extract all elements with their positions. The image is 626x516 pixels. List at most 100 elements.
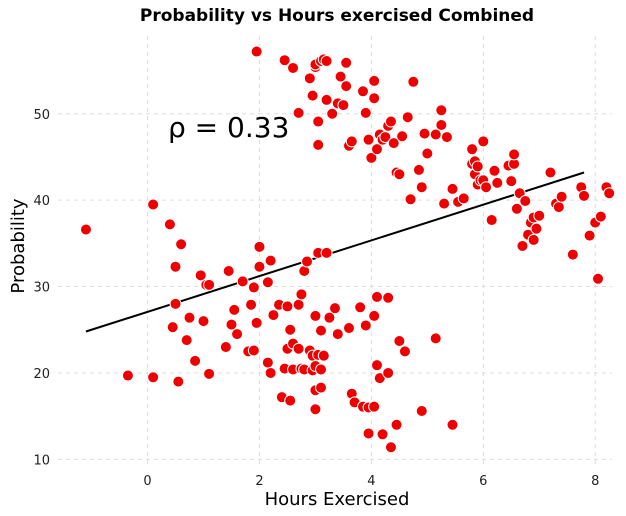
data-point-10 xyxy=(180,334,193,347)
data-point-77 xyxy=(368,400,381,413)
data-point-30 xyxy=(253,240,266,253)
data-point-9 xyxy=(175,238,188,251)
data-point-111 xyxy=(340,56,353,69)
data-point-113 xyxy=(345,135,358,148)
data-point-125 xyxy=(384,115,397,128)
data-point-74 xyxy=(359,319,372,332)
data-point-174 xyxy=(552,201,565,214)
x-tick-label-4: 8 xyxy=(591,474,599,489)
data-point-91 xyxy=(446,418,459,431)
points-layer xyxy=(79,45,616,454)
data-point-13 xyxy=(194,269,207,282)
data-point-14 xyxy=(197,315,210,328)
data-point-1 xyxy=(121,369,134,382)
data-point-170 xyxy=(530,222,543,235)
data-point-33 xyxy=(264,366,277,379)
data-point-29 xyxy=(253,260,266,273)
data-point-18 xyxy=(219,341,232,354)
data-point-80 xyxy=(370,359,383,372)
data-point-7 xyxy=(169,260,182,273)
data-point-75 xyxy=(362,427,375,440)
data-point-114 xyxy=(356,85,369,98)
data-point-176 xyxy=(566,248,579,261)
data-point-184 xyxy=(603,187,616,200)
data-point-22 xyxy=(231,328,244,341)
data-point-79 xyxy=(370,290,383,303)
data-point-65 xyxy=(320,246,333,259)
data-point-159 xyxy=(505,175,518,188)
data-point-82 xyxy=(376,428,389,441)
data-point-118 xyxy=(368,92,381,105)
data-point-135 xyxy=(418,127,431,140)
grid-layer xyxy=(58,36,612,468)
data-point-116 xyxy=(362,133,375,146)
data-point-17 xyxy=(203,278,216,291)
x-tick-label-1: 2 xyxy=(255,474,263,489)
data-point-90 xyxy=(429,332,442,345)
data-point-128 xyxy=(393,168,406,181)
data-point-66 xyxy=(323,311,336,324)
data-point-51 xyxy=(301,255,314,268)
data-point-100 xyxy=(312,115,325,128)
data-point-132 xyxy=(407,75,420,88)
data-point-115 xyxy=(359,106,372,119)
data-point-63 xyxy=(315,324,328,337)
data-point-101 xyxy=(312,138,325,151)
trendline xyxy=(85,171,585,333)
data-point-46 xyxy=(292,298,305,311)
data-point-169 xyxy=(527,233,540,246)
data-point-93 xyxy=(278,54,291,67)
data-point-20 xyxy=(225,318,238,331)
data-point-171 xyxy=(533,209,546,222)
data-point-41 xyxy=(284,394,297,407)
y-tick-label-0: 10 xyxy=(33,453,50,468)
data-point-110 xyxy=(340,80,353,93)
data-point-88 xyxy=(398,345,411,358)
data-point-19 xyxy=(222,265,235,278)
data-point-131 xyxy=(404,193,417,206)
data-point-119 xyxy=(368,74,381,87)
data-point-140 xyxy=(438,197,451,210)
data-point-48 xyxy=(295,288,308,301)
data-point-25 xyxy=(245,298,258,311)
x-axis-label: Hours Exercised xyxy=(265,489,410,510)
data-point-126 xyxy=(387,137,400,150)
data-point-138 xyxy=(435,104,448,117)
data-point-8 xyxy=(172,375,185,388)
data-point-55 xyxy=(309,403,322,416)
data-point-64 xyxy=(317,349,330,362)
data-point-87 xyxy=(393,334,406,347)
data-point-12 xyxy=(189,354,202,367)
data-point-109 xyxy=(337,99,350,112)
data-point-120 xyxy=(370,143,383,156)
data-point-85 xyxy=(384,441,397,454)
data-point-161 xyxy=(508,148,521,161)
data-point-28 xyxy=(250,316,263,329)
data-point-16 xyxy=(203,367,216,380)
data-point-106 xyxy=(326,107,339,120)
data-point-139 xyxy=(435,118,448,131)
data-point-72 xyxy=(354,301,367,314)
x-tick-label-3: 6 xyxy=(479,474,487,489)
x-tick-label-2: 4 xyxy=(367,474,375,489)
data-point-178 xyxy=(578,189,591,202)
data-point-96 xyxy=(303,72,316,85)
data-point-136 xyxy=(421,147,434,160)
data-point-95 xyxy=(292,106,305,119)
data-point-130 xyxy=(401,111,414,124)
data-point-181 xyxy=(592,272,605,285)
data-point-4 xyxy=(163,218,176,231)
data-point-5 xyxy=(166,321,179,334)
data-point-97 xyxy=(306,89,319,102)
y-tick-label-2: 30 xyxy=(33,281,50,296)
data-point-156 xyxy=(488,164,501,177)
data-point-26 xyxy=(247,344,260,357)
data-point-11 xyxy=(183,311,196,324)
data-point-83 xyxy=(382,366,395,379)
data-point-2 xyxy=(147,198,160,211)
correlation-annotation: ρ = 0.33 xyxy=(168,111,289,144)
data-point-21 xyxy=(228,303,241,316)
data-point-129 xyxy=(396,130,409,143)
data-point-31 xyxy=(261,356,274,369)
